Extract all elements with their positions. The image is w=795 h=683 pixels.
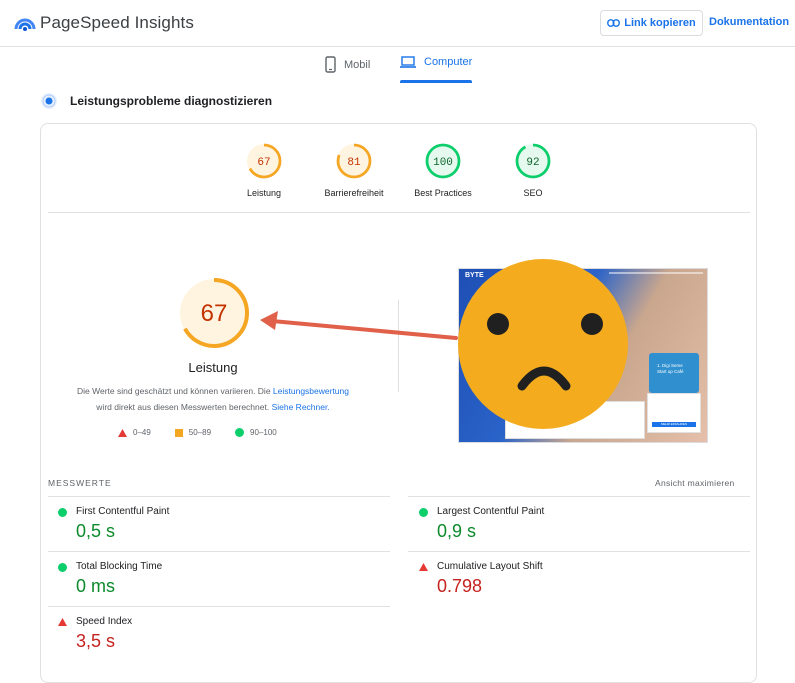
screenshot-brand: BYTE <box>465 272 484 279</box>
legend-fail: 0–49 <box>118 428 151 437</box>
metric-value: 0 ms <box>76 576 116 596</box>
divider <box>48 551 390 552</box>
divider <box>48 212 750 213</box>
score-label: Best Practices <box>414 188 472 198</box>
metric-name: Largest Contentful Paint <box>437 506 545 517</box>
metric-largest-contentful-paint: Largest Contentful Paint 0,9 s <box>417 506 747 546</box>
legend-range: 0–49 <box>133 428 151 437</box>
legend-range: 90–100 <box>250 428 277 437</box>
pagespeed-logo-icon[interactable] <box>14 12 36 32</box>
top-bar: PageSpeed Insights Link kopieren Dokumen… <box>0 0 795 47</box>
phone-icon <box>325 56 336 73</box>
square-icon <box>174 428 183 437</box>
arrow-icon <box>260 311 458 340</box>
active-tab-indicator <box>400 80 472 83</box>
screenshot-nav <box>609 272 703 274</box>
triangle-icon <box>419 563 428 571</box>
svg-text:100: 100 <box>433 157 453 169</box>
circle-icon <box>58 508 67 517</box>
documentation-link[interactable]: Dokumentation <box>709 16 790 28</box>
divider <box>408 551 750 552</box>
link-icon <box>607 19 621 27</box>
metric-name: Cumulative Layout Shift <box>437 561 543 572</box>
tab-mobile[interactable]: Mobil <box>325 56 370 73</box>
circle-icon <box>58 563 67 572</box>
score-label: Leistung <box>246 188 282 198</box>
score-description: Die Werte sind geschätzt und können vari… <box>60 383 366 415</box>
tab-computer-label: Computer <box>424 56 473 68</box>
metric-name: Total Blocking Time <box>76 561 163 572</box>
screenshot-card: 1. Digi Seme Start up Café <box>649 353 699 393</box>
metric-speed-index: Speed Index 3,5 s <box>56 616 386 656</box>
screenshot-panel: MEHR ERFAHREN <box>647 393 701 433</box>
screenshot-button: MEHR ERFAHREN <box>652 422 696 427</box>
legend-range: 50–89 <box>188 428 212 437</box>
metrics-heading: MESSWERTE <box>48 478 112 488</box>
main-score-gauge: 67 <box>179 278 249 348</box>
svg-text:67: 67 <box>257 157 270 169</box>
score-gauge-best-practices[interactable]: 100 Best Practices <box>398 142 488 198</box>
score-gauge-ring: 100 <box>425 143 461 179</box>
svg-text:67: 67 <box>201 300 228 327</box>
copy-link-button[interactable]: Link kopieren <box>600 10 703 36</box>
divider <box>408 496 750 497</box>
legend-average: 50–89 <box>174 428 212 437</box>
circle-icon <box>419 508 428 517</box>
score-legend: 0–49 50–89 90–100 <box>118 428 291 437</box>
performance-score-link[interactable]: Leistungsbewertung <box>272 386 349 396</box>
sad-face-icon <box>458 259 628 429</box>
vertical-divider <box>398 300 399 392</box>
score-gauge-ring: 67 <box>246 143 282 179</box>
circle-icon <box>235 428 245 437</box>
metric-name: First Contentful Paint <box>76 506 170 517</box>
tab-computer[interactable]: Computer <box>400 56 472 68</box>
screenshot-card-line: Start up Café <box>657 369 684 374</box>
section-header: Leistungsprobleme diagnostizieren <box>40 92 272 110</box>
score-gauge-ring: 81 <box>336 143 372 179</box>
score-label: Barrierefreiheit <box>324 188 384 198</box>
triangle-icon <box>58 618 67 626</box>
score-gauge-ring: 92 <box>515 143 551 179</box>
score-gauge-performance[interactable]: 67 Leistung <box>219 142 309 198</box>
divider <box>48 496 390 497</box>
svg-text:81: 81 <box>347 157 361 169</box>
desc-text: Die Werte sind geschätzt und können vari… <box>76 386 273 396</box>
copy-link-label: Link kopieren <box>624 17 696 29</box>
metric-value: 0,9 s <box>437 521 477 541</box>
app-title: PageSpeed Insights <box>40 13 194 32</box>
expand-view-link[interactable]: Ansicht maximieren <box>655 478 735 488</box>
desc-text: wird direkt aus diesen Messwerten berech… <box>96 402 272 412</box>
main-score-label: Leistung <box>188 360 238 375</box>
metric-value: 3,5 s <box>76 631 116 651</box>
metric-name: Speed Index <box>76 616 133 627</box>
score-gauge-seo[interactable]: 92 SEO <box>488 142 578 198</box>
tab-mobile-label: Mobil <box>344 58 371 71</box>
diagnose-icon <box>41 93 57 109</box>
svg-text:92: 92 <box>526 157 539 169</box>
divider <box>48 606 390 607</box>
metric-value: 0,5 s <box>76 521 116 541</box>
screenshot-card-line: 1. Digi Seme <box>657 363 683 368</box>
score-label: SEO <box>523 188 543 198</box>
laptop-icon <box>400 56 416 68</box>
calculator-link[interactable]: Siehe Rechner. <box>271 402 330 412</box>
section-title: Leistungsprobleme diagnostizieren <box>70 94 273 108</box>
metric-total-blocking-time: Total Blocking Time 0 ms <box>56 561 386 601</box>
metric-cumulative-layout-shift: Cumulative Layout Shift 0.798 <box>417 561 747 601</box>
legend-pass: 90–100 <box>235 428 277 437</box>
triangle-icon <box>118 428 127 437</box>
score-gauge-accessibility[interactable]: 81 Barrierefreiheit <box>309 142 399 198</box>
metric-first-contentful-paint: First Contentful Paint 0,5 s <box>56 506 386 546</box>
metric-value: 0.798 <box>437 576 483 596</box>
device-tabs: Mobil Computer <box>0 47 795 83</box>
